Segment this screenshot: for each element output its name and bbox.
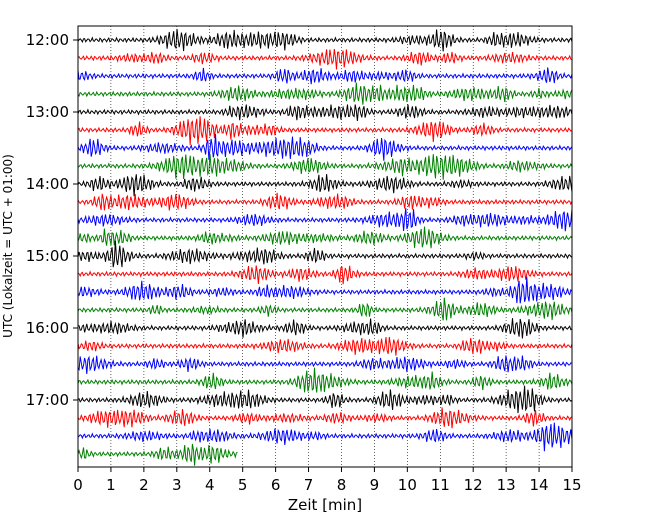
y-tick-label: 12:00 — [26, 31, 69, 49]
plot-frame — [77, 25, 573, 468]
trace-1245 — [77, 82, 573, 105]
x-tick-label: 14 — [530, 476, 549, 494]
x-tick-label: 15 — [562, 476, 581, 494]
trace-1700 — [77, 385, 573, 414]
trace-1515 — [77, 265, 573, 285]
x-tick-label: 1 — [106, 476, 116, 494]
trace-1745 — [77, 443, 238, 466]
trace-1330 — [77, 133, 573, 161]
y-tick-label: 16:00 — [26, 319, 69, 337]
trace-1345 — [77, 153, 573, 180]
y-tick-label: 15:00 — [26, 247, 69, 265]
x-tick-label: 2 — [139, 476, 149, 494]
trace-1315 — [77, 116, 573, 146]
y-axis-label: UTC (Lokalzeit = UTC + 01:00) — [1, 154, 15, 338]
trace-1545 — [77, 297, 573, 321]
trace-1300 — [77, 104, 573, 121]
trace-1615 — [77, 336, 573, 356]
x-tick-label: 11 — [431, 476, 450, 494]
y-tick-label: 17:00 — [26, 391, 69, 409]
trace-1645 — [77, 367, 573, 393]
trace-1730 — [77, 422, 573, 452]
x-tick-label: 7 — [304, 476, 314, 494]
y-tick-label: 14:00 — [26, 175, 69, 193]
x-tick-label: 9 — [370, 476, 380, 494]
trace-1530 — [77, 276, 573, 304]
trace-1445 — [77, 226, 573, 249]
trace-1200 — [77, 28, 573, 52]
x-tick-label: 13 — [497, 476, 516, 494]
trace-1230 — [77, 67, 573, 85]
trace-1430 — [77, 208, 573, 232]
trace-1400 — [77, 174, 573, 197]
x-tick-label: 0 — [73, 476, 83, 494]
y-axis: 12:00 13:00 14:00 15:00 16:00 17:00 — [26, 31, 78, 409]
trace-1215 — [77, 49, 573, 70]
x-tick-label: 10 — [398, 476, 417, 494]
x-tick-label: 8 — [337, 476, 347, 494]
seismogram-traces — [77, 28, 573, 466]
x-axis-label: Zeit [min] — [288, 496, 362, 514]
x-axis: 0 1 2 3 4 5 6 7 8 9 10 11 12 13 14 15 — [73, 467, 582, 494]
trace-1500 — [77, 240, 573, 268]
x-tick-label: 4 — [205, 476, 215, 494]
trace-1600 — [77, 318, 573, 339]
x-tick-label: 3 — [172, 476, 182, 494]
x-tick-label: 6 — [271, 476, 281, 494]
trace-1715 — [77, 407, 573, 429]
x-tick-label: 12 — [464, 476, 483, 494]
x-tick-label: 5 — [238, 476, 248, 494]
y-tick-label: 13:00 — [26, 103, 69, 121]
trace-1630 — [77, 355, 572, 374]
trace-1415 — [77, 192, 573, 211]
